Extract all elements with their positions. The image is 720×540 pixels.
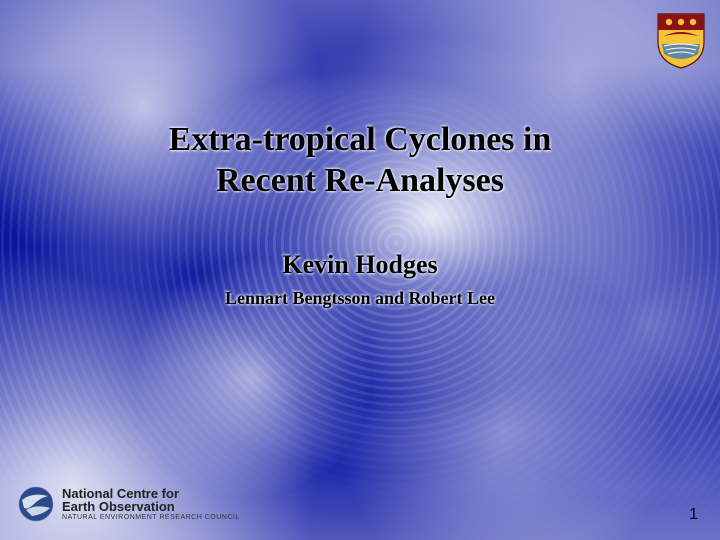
footer-logo: National Centre for Earth Observation NA… — [18, 486, 240, 522]
page-number: 1 — [689, 506, 698, 524]
globe-icon — [18, 486, 54, 522]
footer-org-line2: Earth Observation — [62, 500, 240, 514]
footer-org-line3: NATURAL ENVIRONMENT RESEARCH COUNCIL — [62, 514, 240, 521]
university-crest-icon — [656, 10, 706, 70]
author-secondary: Lennart Bengtsson and Robert Lee — [0, 288, 720, 309]
slide-title: Extra-tropical Cyclones in Recent Re-Ana… — [0, 120, 720, 202]
author-primary: Kevin Hodges — [0, 250, 720, 280]
slide: Extra-tropical Cyclones in Recent Re-Ana… — [0, 0, 720, 540]
title-line-1: Extra-tropical Cyclones in — [169, 121, 552, 158]
footer-text: National Centre for Earth Observation NA… — [62, 487, 240, 522]
footer-org-line1: National Centre for — [62, 487, 240, 501]
title-line-2: Recent Re-Analyses — [216, 162, 504, 199]
